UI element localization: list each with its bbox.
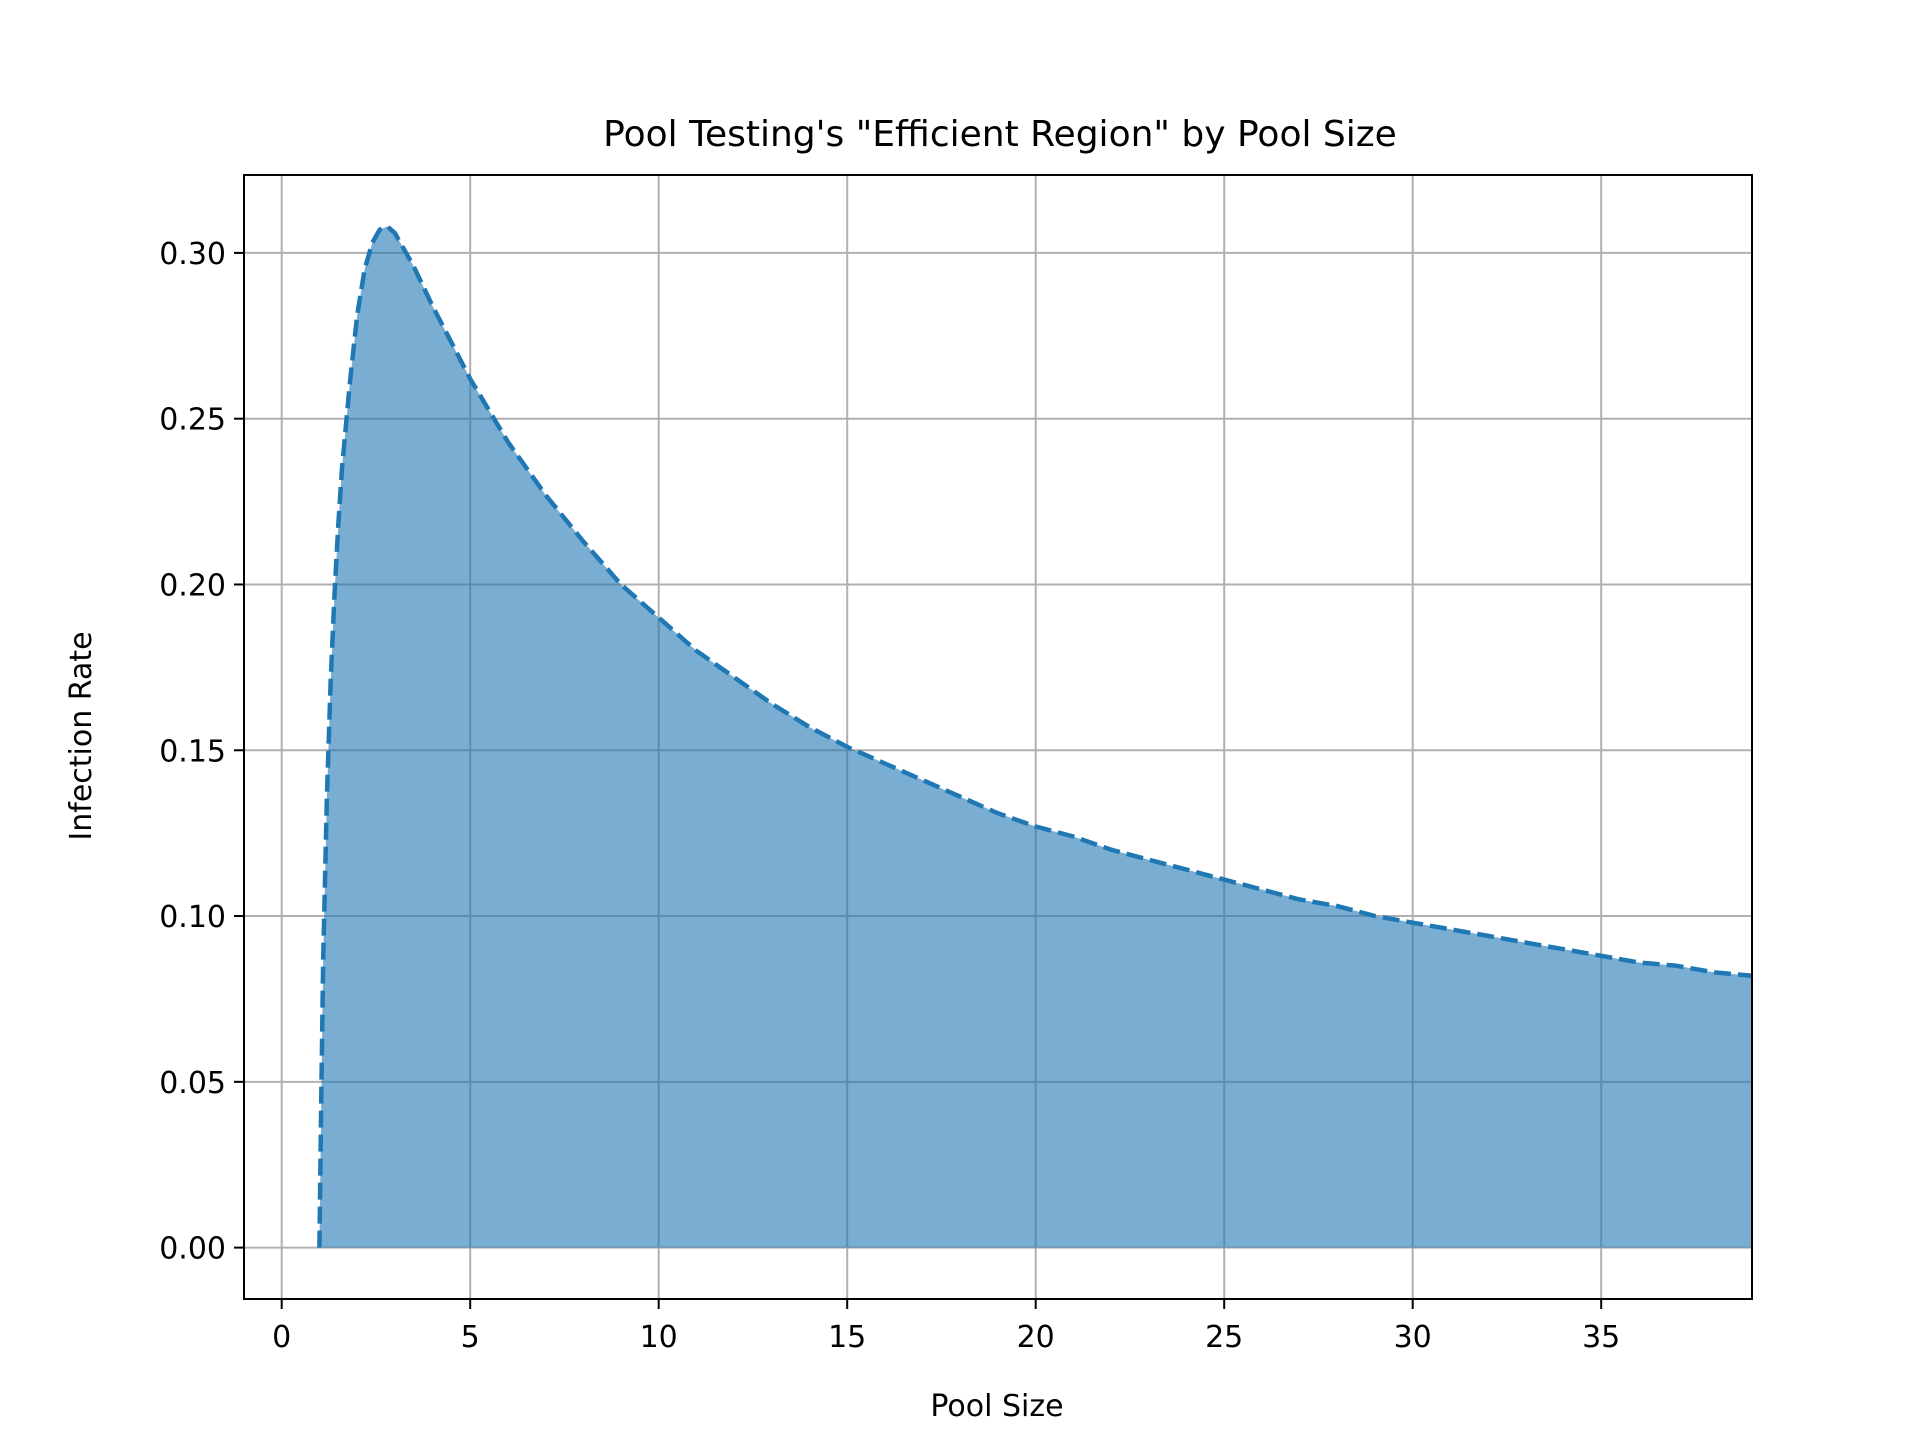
x-tick-label: 35 <box>1582 1320 1620 1355</box>
plot-frame <box>243 174 1753 1300</box>
y-tick-label: 0.05 <box>159 1066 226 1101</box>
y-tick-label: 0.00 <box>159 1232 226 1267</box>
x-tick-label: 15 <box>828 1320 866 1355</box>
y-tick-label: 0.30 <box>159 237 226 272</box>
x-axis-label: Pool Size <box>930 1389 1063 1424</box>
y-axis-label: Infection Rate <box>64 631 99 840</box>
y-axis-ticks: 0.00 0.05 0.10 0.15 0.20 0.25 0.30 <box>159 237 244 1267</box>
x-tick-label: 10 <box>640 1320 678 1355</box>
x-tick-label: 25 <box>1205 1320 1243 1355</box>
y-tick-label: 0.10 <box>159 900 226 935</box>
efficient-region-area <box>319 226 1752 1248</box>
x-tick-label: 5 <box>461 1320 480 1355</box>
x-tick-label: 0 <box>272 1320 291 1355</box>
x-tick-label: 20 <box>1017 1320 1055 1355</box>
y-tick-label: 0.20 <box>159 568 226 603</box>
x-axis-ticks: 0 5 10 15 20 25 30 35 <box>272 1299 1620 1355</box>
y-tick-label: 0.25 <box>159 403 226 438</box>
x-tick-label: 30 <box>1394 1320 1432 1355</box>
y-tick-label: 0.15 <box>159 734 226 769</box>
chart-title: Pool Testing's "Efficient Region" by Poo… <box>603 114 1397 155</box>
area-fill <box>319 226 1752 1248</box>
